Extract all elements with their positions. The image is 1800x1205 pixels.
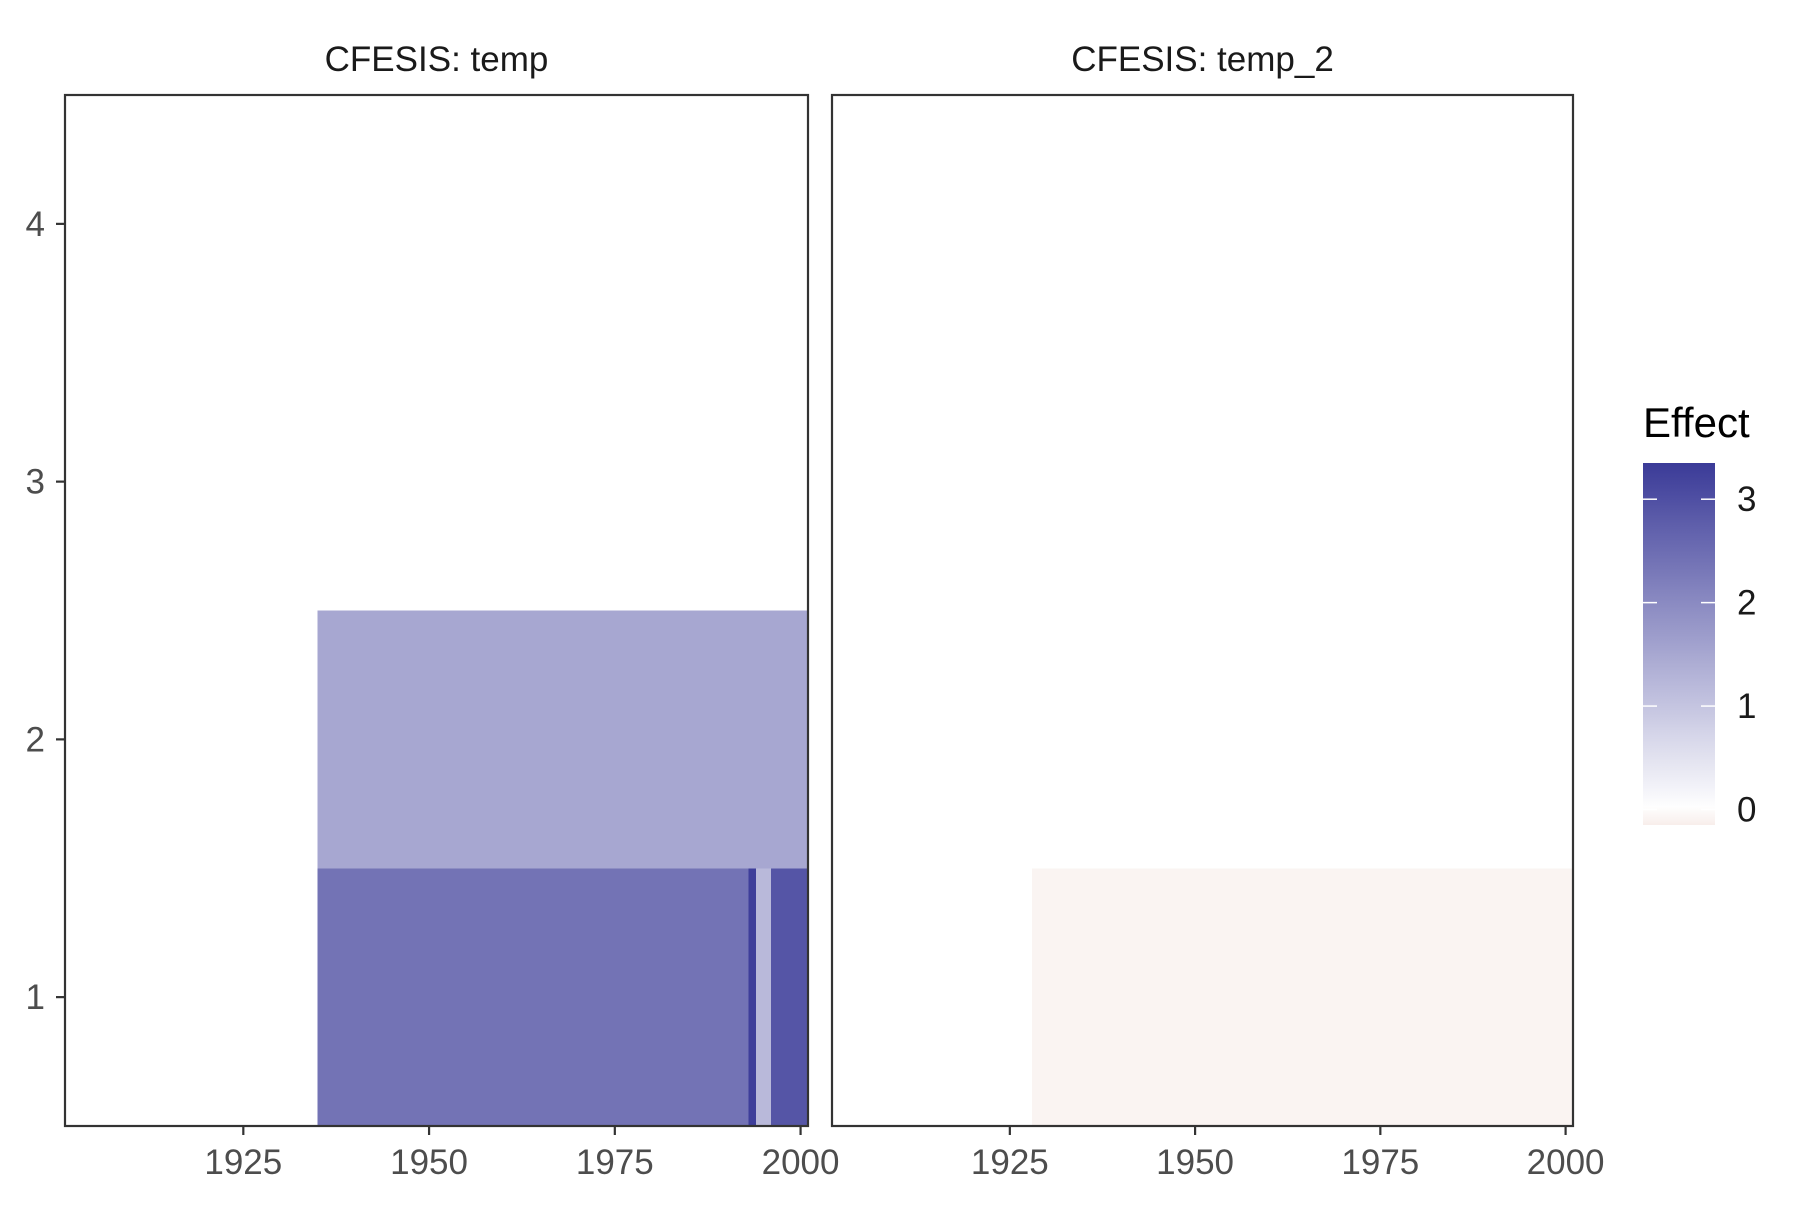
x-tick-label: 1950 — [390, 1143, 468, 1182]
x-tick-label: 1975 — [576, 1143, 654, 1182]
x-tick-label: 1975 — [1341, 1143, 1419, 1182]
panel-temp: CFESIS: temp 1925 1950 1975 2000 1 2 3 4 — [26, 40, 840, 1182]
legend-tick-label: 2 — [1737, 584, 1756, 623]
y-tick-label: 3 — [26, 463, 45, 502]
y-tick-label: 2 — [26, 720, 45, 759]
panel-title: CFESIS: temp — [325, 40, 549, 79]
legend-tick-label: 1 — [1737, 687, 1756, 726]
heatmap-tile — [755, 868, 771, 1126]
legend-tick-label: 0 — [1737, 790, 1756, 829]
y-tick-label: 4 — [26, 205, 45, 244]
legend-tick-label: 3 — [1737, 480, 1756, 519]
panel-border — [63, 93, 810, 1128]
panel-border — [830, 93, 1575, 1128]
x-tick-label: 2000 — [1527, 1143, 1605, 1182]
panel-title: CFESIS: temp_2 — [1071, 40, 1334, 79]
heatmap-tile — [1032, 868, 1573, 1126]
x-tick-label: 1925 — [204, 1143, 282, 1182]
panel-temp-2: CFESIS: temp_2 1925 1950 1975 2000 — [830, 40, 1605, 1182]
heatmap-tile — [317, 868, 749, 1126]
heatmap-tile — [770, 868, 808, 1126]
legend-colorbar — [1643, 463, 1715, 825]
x-tick-label: 1950 — [1156, 1143, 1234, 1182]
x-tick-label: 2000 — [762, 1143, 840, 1182]
legend-title: Effect — [1643, 399, 1750, 446]
heatmap-tile — [317, 610, 808, 869]
x-tick-label: 1925 — [971, 1143, 1049, 1182]
y-tick-label: 1 — [26, 978, 45, 1017]
legend: Effect 0 1 2 3 — [1643, 399, 1756, 829]
heatmap-tile — [748, 868, 756, 1126]
